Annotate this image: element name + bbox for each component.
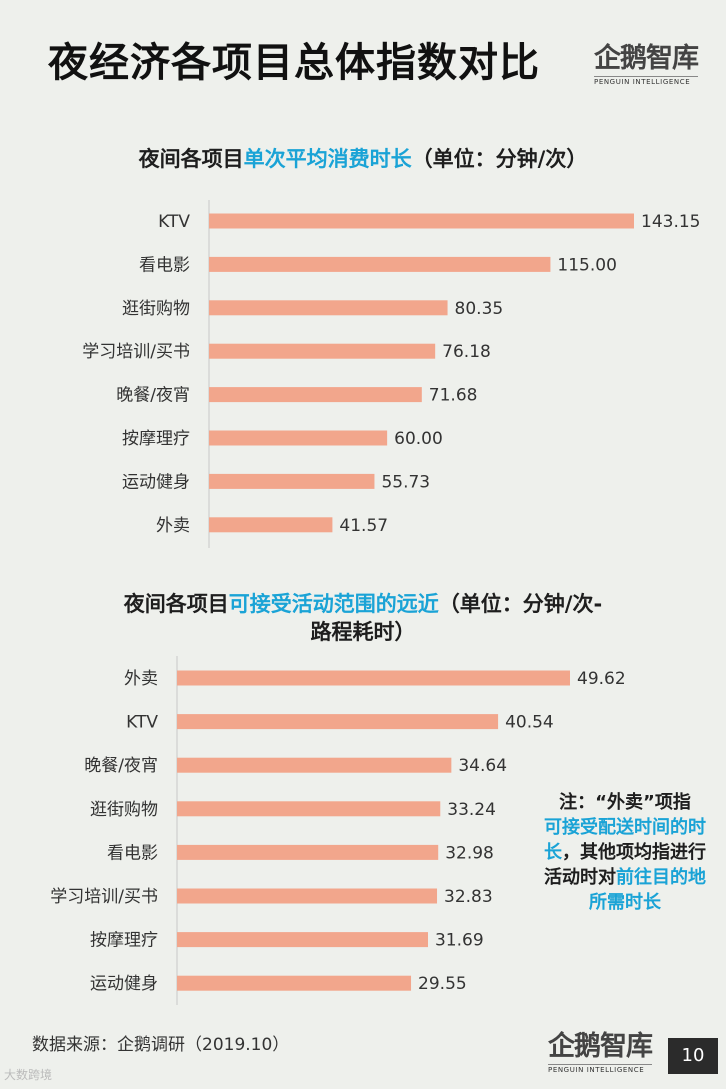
chart1-category-label: KTV xyxy=(158,212,190,232)
chart2-title-line2: 路程耗时） xyxy=(310,620,416,644)
chart1-category-label: 外卖 xyxy=(156,516,190,536)
chart2-category-label: 学习培训/买书 xyxy=(50,887,158,907)
chart1-bar xyxy=(209,256,551,272)
chart2-value-label: 29.55 xyxy=(418,974,467,994)
chart2-value-label: 32.98 xyxy=(445,843,494,863)
chart1-bar xyxy=(209,343,436,359)
note-highlight-1: 可接受配送时间的时长 xyxy=(544,817,706,863)
chart1-title: 夜间各项目单次平均消费时长（单位：分钟/次） xyxy=(0,145,726,173)
chart2-bar xyxy=(177,932,428,948)
chart1-bar xyxy=(209,387,422,403)
chart1-category-label: 逛街购物 xyxy=(122,299,190,319)
chart2-title-prefix: 夜间各项目 xyxy=(123,592,229,616)
chart2-bar xyxy=(177,975,412,991)
chart2-title-suffix: （单位：分钟/次- xyxy=(438,592,603,616)
chart1-bar xyxy=(209,300,448,316)
chart2-bar xyxy=(177,670,570,686)
chart1-category-label: 运动健身 xyxy=(122,472,190,492)
chart2-category-label: 运动健身 xyxy=(90,974,158,994)
chart2-value-label: 31.69 xyxy=(435,931,484,951)
chart1-bar xyxy=(209,213,634,229)
brand-logo: 企鹅智库 PENGUIN INTELLIGENCE xyxy=(594,36,699,86)
chart2-category-label: 外卖 xyxy=(124,669,158,689)
chart1-bar xyxy=(209,430,388,446)
chart2-value-label: 33.24 xyxy=(447,800,496,820)
chart2-bar xyxy=(177,844,439,860)
chart2-category-label: 看电影 xyxy=(107,843,158,863)
chart2-value-label: 32.83 xyxy=(444,887,493,907)
chart1-value-label: 143.15 xyxy=(641,212,700,232)
chart2-value-label: 34.64 xyxy=(458,756,507,776)
chart1-value-label: 60.00 xyxy=(394,429,443,449)
chart1-value-label: 115.00 xyxy=(557,255,616,275)
chart2-category-label: 按摩理疗 xyxy=(90,931,158,951)
chart1-value-label: 76.18 xyxy=(442,342,491,362)
chart2-title-highlight: 可接受活动范围的远近 xyxy=(228,592,439,616)
chart2-title: 夜间各项目可接受活动范围的远近（单位：分钟/次- 路程耗时） xyxy=(0,590,726,646)
note-highlight-2: 前往目的地所需时长 xyxy=(589,867,706,913)
logo-subtext-footer: PENGUIN INTELLIGENCE xyxy=(548,1064,652,1074)
chart-note: 注：“外卖”项指 可接受配送时间的时长，其他项均指进行活动时对前往目的地所需时长 xyxy=(541,790,709,915)
chart1-title-highlight: 单次平均消费时长 xyxy=(243,147,412,171)
chart1-value-label: 71.68 xyxy=(429,386,478,406)
chart1-category-label: 按摩理疗 xyxy=(122,429,190,449)
chart1-bar xyxy=(209,473,375,489)
logo-text: 企鹅智库 xyxy=(594,43,699,74)
chart2-category-label: 逛街购物 xyxy=(90,800,158,820)
logo-text-footer: 企鹅智库 xyxy=(548,1031,653,1062)
chart2-value-label: 49.62 xyxy=(577,669,626,689)
chart1-bar xyxy=(209,517,333,533)
chart2-bar xyxy=(177,801,441,817)
page-number: 10 xyxy=(668,1038,718,1074)
chart2-category-label: 晚餐/夜宵 xyxy=(84,756,158,776)
chart2-bar xyxy=(177,714,499,730)
watermark: 大数跨境 xyxy=(4,1068,53,1082)
logo-subtext: PENGUIN INTELLIGENCE xyxy=(594,76,698,86)
note-line1: 注：“外卖”项指 xyxy=(559,792,691,813)
chart1-value-label: 80.35 xyxy=(455,299,504,319)
chart1-category-label: 看电影 xyxy=(139,255,190,275)
data-source: 数据来源：企鹅调研（2019.10） xyxy=(32,1035,290,1055)
chart1-value-label: 55.73 xyxy=(381,472,430,492)
chart1-category-label: 学习培训/买书 xyxy=(82,342,190,362)
page-title: 夜经济各项目总体指数对比 xyxy=(48,40,540,86)
brand-logo-footer: 企鹅智库 PENGUIN INTELLIGENCE xyxy=(548,1024,653,1074)
chart2-bar xyxy=(177,888,438,904)
chart2-bar xyxy=(177,757,452,773)
chart1-title-suffix: （单位：分钟/次） xyxy=(411,147,588,171)
chart1-title-prefix: 夜间各项目 xyxy=(138,147,244,171)
chart2-category-label: KTV xyxy=(126,713,158,733)
chart1-value-label: 41.57 xyxy=(339,516,388,536)
chart2-value-label: 40.54 xyxy=(505,713,554,733)
note-middle: ，其他项均指进行活动时对 xyxy=(544,842,706,888)
chart1-category-label: 晚餐/夜宵 xyxy=(116,386,190,406)
